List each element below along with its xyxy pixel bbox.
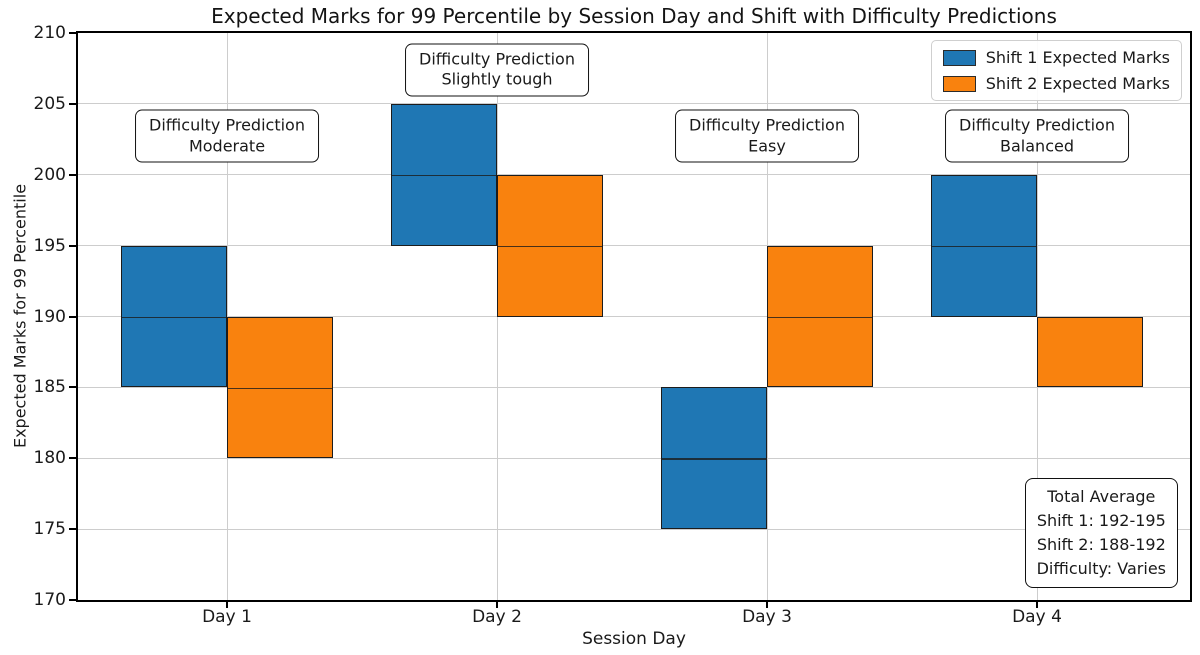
annotation-line: Slightly tough (441, 69, 553, 89)
annotation-line: Moderate (188, 136, 266, 156)
gridline-horizontal (78, 457, 1190, 459)
gridline-horizontal (78, 528, 1190, 530)
bar-shift1-day1 (121, 245, 227, 388)
legend-item-shift2: Shift 2 Expected Marks (942, 74, 1170, 93)
x-tick-label: Day 2 (472, 607, 522, 627)
summary-line-shift2: Shift 2: 188-192 (1036, 535, 1166, 554)
x-tick-mark (766, 602, 768, 608)
y-tick-mark (69, 386, 76, 389)
difficulty-annotation-day1: Difficulty Prediction Moderate (135, 110, 319, 163)
annotation-line: Difficulty Prediction (689, 116, 845, 135)
difficulty-annotation-day4: Difficulty Prediction Balanced (945, 110, 1129, 163)
x-tick-label: Day 3 (742, 607, 792, 627)
gridline-horizontal (78, 174, 1190, 176)
gridline-horizontal (78, 103, 1190, 105)
gridline-horizontal (78, 316, 1190, 317)
bar-shift1-day3 (661, 387, 767, 530)
y-tick-mark (69, 244, 76, 247)
bar-shift1-day4 (931, 174, 1037, 317)
y-tick-label: 190 (33, 306, 66, 327)
bar-shift1-day2 (391, 103, 497, 246)
legend: Shift 1 Expected Marks Shift 2 Expected … (930, 40, 1182, 101)
bar-shift2-day1 (227, 316, 333, 459)
x-tick-label: Day 1 (202, 607, 252, 627)
x-tick-mark (1036, 602, 1038, 608)
gridline-horizontal (78, 386, 1190, 388)
total-average-box: Total Average Shift 1: 192-195 Shift 2: … (1024, 478, 1178, 588)
bar-segment-divider (122, 316, 226, 319)
y-tick-label: 180 (33, 448, 66, 469)
y-tick-mark (69, 102, 76, 105)
annotation-line: Difficulty Prediction (149, 116, 305, 135)
y-tick-mark (69, 173, 76, 176)
y-tick-label: 170 (33, 590, 66, 610)
y-tick-mark (69, 599, 76, 601)
bar-segment-divider (392, 174, 496, 177)
chart-title: Expected Marks for 99 Percentile by Sess… (211, 4, 1057, 28)
bar-segment-divider (768, 316, 872, 319)
summary-line-difficulty: Difficulty: Varies (1036, 559, 1166, 578)
bar-segment-divider (932, 245, 1036, 248)
x-axis-label: Session Day (582, 629, 686, 649)
bar-shift2-day3 (767, 245, 873, 388)
bar-segment-divider (228, 387, 332, 390)
bar-shift2-day2 (497, 174, 603, 317)
y-tick-mark (69, 32, 76, 34)
annotation-line: Balanced (1000, 136, 1074, 156)
gridline-horizontal (78, 245, 1190, 247)
x-tick-mark (496, 602, 498, 608)
difficulty-annotation-day3: Difficulty Prediction Easy (675, 110, 859, 163)
shift2-color-swatch (942, 75, 976, 92)
plot-area: Shift 1 Expected Marks Shift 2 Expected … (76, 31, 1192, 602)
summary-line-title: Total Average (1047, 487, 1156, 506)
legend-item-shift1: Shift 1 Expected Marks (942, 48, 1170, 67)
gridline-vertical (496, 33, 498, 600)
y-tick-mark (69, 315, 76, 318)
legend-label-shift1: Shift 1 Expected Marks (985, 48, 1170, 67)
x-tick-label: Day 4 (1012, 607, 1062, 627)
legend-label-shift2: Shift 2 Expected Marks (985, 74, 1170, 93)
x-tick-mark (226, 602, 228, 608)
y-tick-label: 205 (33, 93, 66, 114)
y-tick-label: 185 (33, 377, 66, 398)
bar-shift2-day4 (1037, 316, 1143, 388)
summary-line-shift1: Shift 1: 192-195 (1036, 511, 1166, 530)
bar-segment-divider (662, 458, 766, 460)
difficulty-annotation-day2: Difficulty Prediction Slightly tough (405, 43, 589, 97)
annotation-line: Easy (748, 136, 786, 156)
bar-segment-divider (498, 245, 602, 248)
y-tick-label: 195 (33, 235, 66, 256)
y-tick-label: 200 (33, 164, 66, 185)
y-tick-mark (69, 457, 76, 460)
y-tick-label: 175 (33, 519, 66, 540)
shift1-color-swatch (942, 49, 976, 66)
y-tick-label: 210 (33, 23, 66, 43)
y-tick-mark (69, 528, 76, 531)
annotation-line: Difficulty Prediction (959, 116, 1115, 135)
annotation-line: Difficulty Prediction (419, 49, 575, 69)
